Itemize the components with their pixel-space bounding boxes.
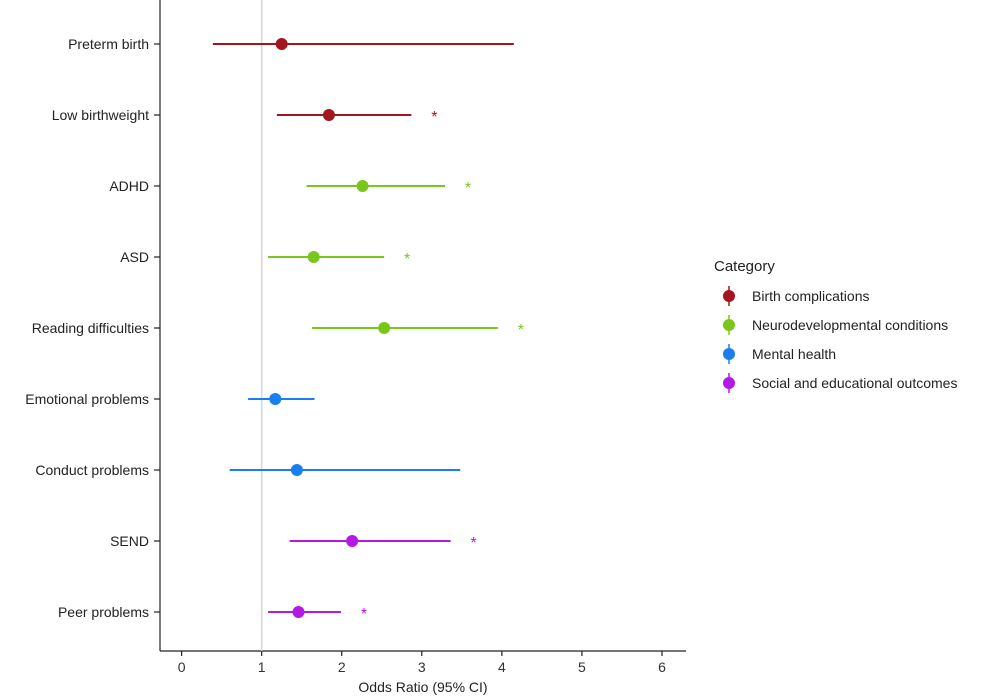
row-label: SEND [110,533,149,549]
legend-item: Social and educational outcomes [723,373,957,393]
legend-label: Neurodevelopmental conditions [752,317,948,333]
significance-marker: * [465,180,471,197]
point-estimate [275,38,288,50]
forest-row: SEND * [110,533,477,552]
row-label: Preterm birth [68,36,149,52]
point-estimate [307,251,320,263]
x-tick-label: 1 [258,659,266,675]
row-label: ASD [120,249,149,265]
row-label: Conduct problems [35,462,149,478]
point-estimate [290,464,303,476]
forest-row: Peer problems * [58,604,367,623]
legend-key-dot [723,348,735,360]
x-tick-label: 4 [498,659,506,675]
x-tick-label: 6 [658,659,666,675]
legend-key-dot [723,377,735,389]
x-tick-label: 3 [418,659,426,675]
legend-key-dot [723,290,735,302]
significance-marker: * [431,109,437,126]
x-tick-label: 5 [578,659,586,675]
point-estimate [378,322,391,334]
point-estimate [322,109,335,121]
legend-label: Mental health [752,346,836,362]
significance-marker: * [471,535,477,552]
point-estimate [346,535,359,547]
forest-row: ADHD * [109,178,471,197]
row-label: Peer problems [58,604,149,620]
forest-row: Low birthweight * [52,107,438,126]
forest-row: Emotional problems [25,391,315,407]
legend-item: Birth complications [723,286,870,306]
significance-marker: * [518,322,524,339]
x-tick-label: 2 [338,659,346,675]
x-ticks: 0 1 2 3 4 5 6 [178,651,666,675]
point-estimate [269,393,282,405]
row-label: ADHD [109,178,149,194]
legend-key-dot [723,319,735,331]
forest-row: Preterm birth [68,36,514,52]
row-label: Low birthweight [52,107,149,123]
legend-item: Neurodevelopmental conditions [723,315,948,335]
forest-row: ASD * [120,249,410,268]
significance-marker: * [404,251,410,268]
x-axis-title: Odds Ratio (95% CI) [358,679,487,695]
row-label: Reading difficulties [32,320,149,336]
x-tick-label: 0 [178,659,186,675]
legend-items: Birth complications Neurodevelopmental co… [723,286,957,393]
forest-row: Reading difficulties * [32,320,524,339]
legend-item: Mental health [723,344,836,364]
legend-title: Category [714,258,775,275]
row-label: Emotional problems [25,391,149,407]
legend: Category Birth complications Neurodevelop… [714,258,957,393]
significance-marker: * [361,606,367,623]
legend-label: Social and educational outcomes [752,375,957,391]
point-estimate [356,180,369,192]
legend-label: Birth complications [752,288,870,304]
forest-row: Conduct problems [35,462,461,478]
point-estimate [292,606,305,618]
